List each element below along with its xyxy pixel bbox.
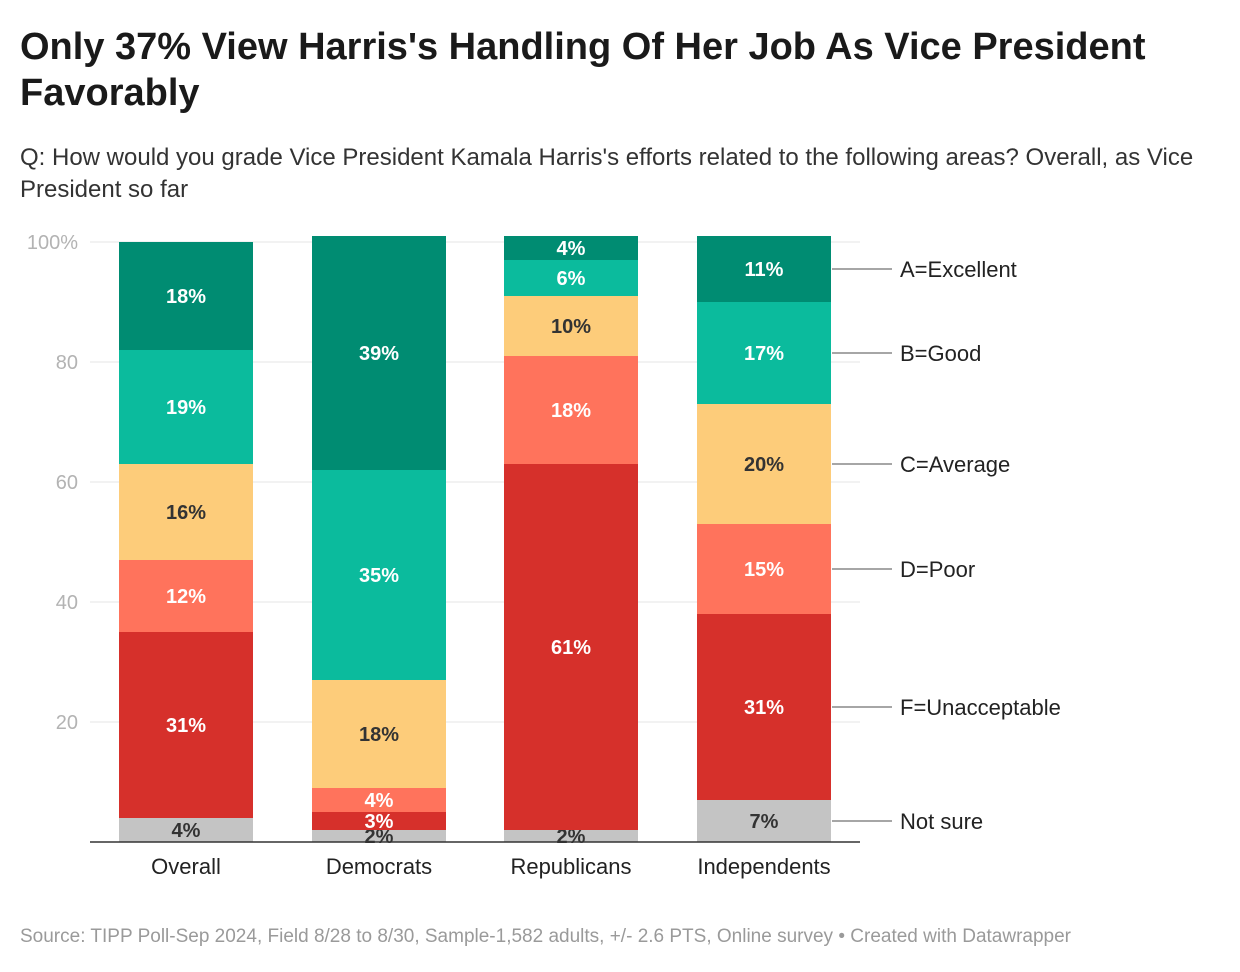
bar-segment-republicans-f-unacceptable xyxy=(504,464,638,830)
footer: Source: TIPP Poll-Sep 2024, Field 8/28 t… xyxy=(20,926,1071,948)
data-label: 18% xyxy=(359,724,399,746)
data-label: 31% xyxy=(166,715,206,737)
y-tick-label: 100% xyxy=(27,232,78,254)
bar-segment-overall-b-good xyxy=(119,350,253,464)
x-tick-label: Republicans xyxy=(510,854,631,879)
x-tick-label: Democrats xyxy=(326,854,432,879)
bar-segment-democrats-b-good xyxy=(312,470,446,680)
legend-label: Not sure xyxy=(900,809,983,834)
data-label: 11% xyxy=(745,259,784,281)
footer-credit: Created with Datawrapper xyxy=(850,926,1071,947)
chart-title: Only 37% View Harris's Handling Of Her J… xyxy=(20,26,1146,114)
bar-segment-republicans-a-excellent xyxy=(504,236,638,260)
bars: 4%31%12%16%19%18%2%3%4%18%35%39%2%61%18%… xyxy=(119,236,831,848)
legend-label: F=Unacceptable xyxy=(900,695,1061,720)
data-label: 7% xyxy=(750,811,779,833)
data-label: 4% xyxy=(557,238,586,260)
legend-label: B=Good xyxy=(900,341,981,366)
data-label: 20% xyxy=(744,454,784,476)
data-label: 6% xyxy=(557,268,586,290)
y-tick-label: 80 xyxy=(56,352,78,374)
data-label: 17% xyxy=(744,343,784,365)
data-label: 35% xyxy=(359,565,399,587)
bar-segment-republicans-not-sure xyxy=(504,830,638,842)
legend: Not sure F=Unacceptable D=Poor C=Average B=G… xyxy=(832,257,1061,834)
bar-segment-overall-a-excellent xyxy=(119,242,253,350)
bar-segment-democrats-a-excellent xyxy=(312,236,446,470)
data-label: 3% xyxy=(365,811,394,833)
bar-segment-democrats-c-average xyxy=(312,680,446,788)
bar-segment-overall-f-unacceptable xyxy=(119,632,253,818)
bar-segment-overall-d-poor xyxy=(119,560,253,632)
chart-subtitle: Q: How would you grade Vice President Ka… xyxy=(20,144,1194,203)
axes: Overall Democrats Republicans Independents xyxy=(90,841,860,879)
data-label: 31% xyxy=(744,697,784,719)
bar-segment-republicans-c-average xyxy=(504,296,638,356)
data-label: 10% xyxy=(551,316,591,338)
bar-segment-independents-c-average xyxy=(697,404,831,524)
bar-segment-republicans-d-poor xyxy=(504,356,638,464)
legend-label: A=Excellent xyxy=(900,257,1017,282)
bar-segment-independents-not-sure xyxy=(697,800,831,842)
legend-label: D=Poor xyxy=(900,557,975,582)
x-tick-label: Independents xyxy=(697,854,830,879)
bar-segment-democrats-f-unacceptable xyxy=(312,812,446,830)
data-label: 18% xyxy=(551,400,591,422)
y-tick-label: 40 xyxy=(56,592,78,614)
data-label: 39% xyxy=(359,343,399,365)
bar-segment-democrats-d-poor xyxy=(312,788,446,812)
data-label: 19% xyxy=(166,397,206,419)
bar-segment-overall-not-sure xyxy=(119,818,253,842)
data-label: 18% xyxy=(166,286,206,308)
data-label: 15% xyxy=(744,559,784,581)
bar-segment-democrats-not-sure xyxy=(312,830,446,842)
x-tick-label: Overall xyxy=(151,854,221,879)
bar-segment-overall-c-average xyxy=(119,464,253,560)
y-tick-label: 60 xyxy=(56,472,78,494)
y-tick-label: 20 xyxy=(56,712,78,734)
footer-separator: • xyxy=(838,926,845,947)
bar-segment-independents-f-unacceptable xyxy=(697,614,831,800)
bar-segment-independents-a-excellent xyxy=(697,236,831,302)
data-label: 4% xyxy=(365,790,394,812)
data-label: 12% xyxy=(166,586,206,608)
bar-segment-independents-b-good xyxy=(697,302,831,404)
data-label: 61% xyxy=(551,637,591,659)
footer-source: Source: TIPP Poll-Sep 2024, Field 8/28 t… xyxy=(20,926,834,947)
bar-segment-independents-d-poor xyxy=(697,524,831,614)
bar-segment-republicans-b-good xyxy=(504,260,638,296)
data-label: 4% xyxy=(172,820,201,842)
data-label: 16% xyxy=(166,502,206,524)
legend-label: C=Average xyxy=(900,452,1010,477)
